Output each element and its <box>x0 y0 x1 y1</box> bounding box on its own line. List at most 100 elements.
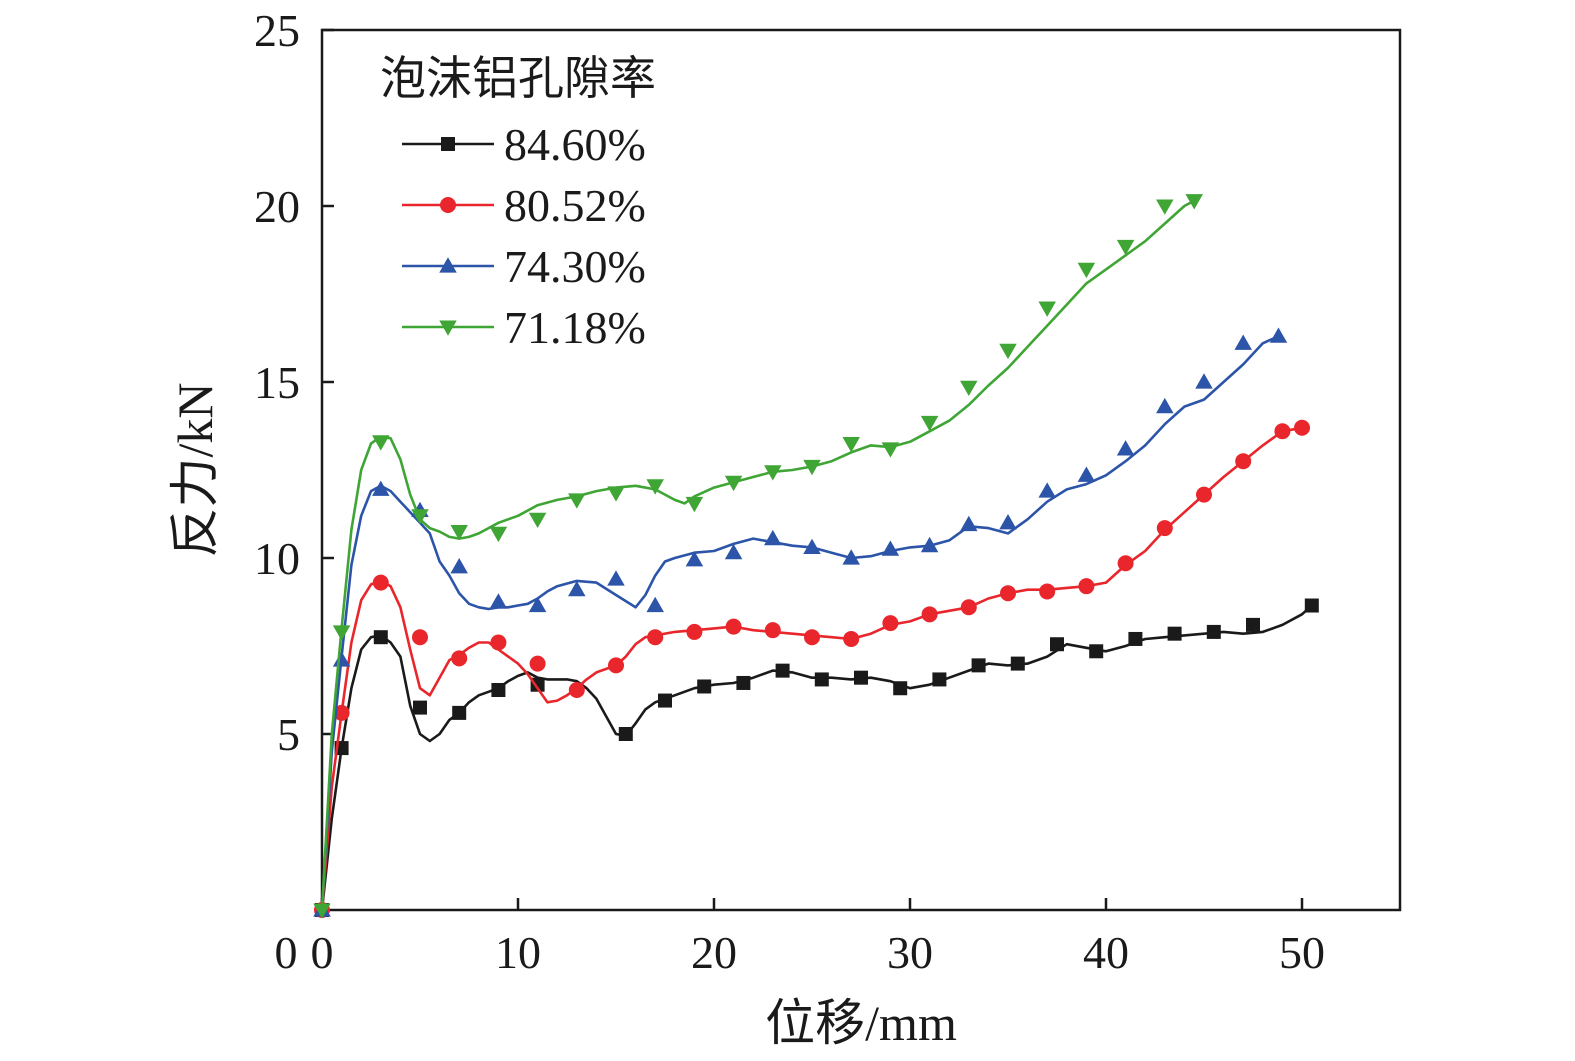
circle-marker <box>960 599 977 616</box>
triangle-up-marker <box>920 536 939 553</box>
triangle-down-marker <box>724 475 743 492</box>
y-tick-label: 20 <box>254 181 300 232</box>
circle-marker <box>764 622 781 639</box>
legend: 泡沫铝孔隙率 84.60% 80.52% 74.30% 71.18% <box>380 53 656 353</box>
triangle-down-marker <box>1185 194 1203 210</box>
triangle-down-marker <box>842 437 860 453</box>
series-line <box>320 604 1313 911</box>
triangle-down-marker <box>920 415 939 432</box>
square-marker <box>971 658 986 673</box>
circle-marker <box>686 623 703 640</box>
y-axis-title: 反力/kN <box>167 383 223 558</box>
series-3 <box>313 194 1203 919</box>
circle-marker <box>882 615 899 632</box>
circle-marker <box>490 634 507 651</box>
triangle-up-marker <box>1269 327 1288 343</box>
circle-marker <box>647 629 664 646</box>
circle-marker <box>725 618 742 635</box>
square-marker <box>697 679 712 694</box>
triangle-down-marker <box>489 526 508 543</box>
series-1 <box>314 419 1310 918</box>
triangle-up-marker <box>842 549 860 565</box>
triangle-up-marker <box>1195 373 1213 389</box>
square-marker <box>736 675 751 690</box>
triangle-down-marker <box>999 343 1017 360</box>
triangle-up-marker <box>607 570 625 586</box>
triangle-down-marker <box>1116 239 1135 256</box>
plot-frame <box>320 28 1402 912</box>
triangle-down-marker <box>372 435 390 451</box>
y-tick-label: 25 <box>254 5 300 56</box>
series-2 <box>313 327 1288 917</box>
axis-ticks <box>320 28 1304 910</box>
circle-marker <box>440 197 456 213</box>
circle-marker <box>1235 453 1252 470</box>
triangle-up-marker <box>685 551 704 567</box>
triangle-up-marker <box>803 538 821 555</box>
triangle-down-marker <box>411 509 429 525</box>
square-marker <box>893 681 908 696</box>
triangle-up-marker <box>568 580 586 597</box>
x-tick-label: 40 <box>1083 927 1129 978</box>
triangle-up-marker <box>1038 482 1056 498</box>
triangle-down-marker <box>313 903 331 919</box>
circle-marker <box>804 629 820 646</box>
circle-marker <box>1000 585 1016 602</box>
square-marker <box>1089 644 1104 659</box>
triangle-up-marker <box>1116 440 1135 456</box>
square-marker <box>1304 598 1319 613</box>
triangle-down-marker <box>685 496 704 513</box>
circle-marker <box>529 655 546 672</box>
circle-marker <box>1117 555 1134 572</box>
legend-label: 80.52% <box>504 180 646 231</box>
circle-marker <box>608 657 624 674</box>
triangle-up-marker <box>646 596 664 613</box>
triangle-down-marker <box>528 512 547 529</box>
square-marker <box>775 663 790 678</box>
triangle-up-marker <box>1234 334 1252 350</box>
legend-item: 71.18% <box>402 302 646 353</box>
triangle-up-marker <box>960 515 978 532</box>
circle-marker <box>568 682 585 698</box>
square-marker <box>1050 637 1064 652</box>
triangle-up-marker <box>764 529 782 546</box>
circle-marker <box>1039 583 1056 600</box>
triangle-down-marker <box>1038 301 1056 317</box>
circle-marker <box>1274 423 1291 440</box>
square-marker <box>452 705 467 720</box>
triangle-down-marker <box>332 625 351 641</box>
legend-title: 泡沫铝孔隙率 <box>380 53 656 104</box>
square-marker <box>814 672 829 687</box>
triangle-up-marker <box>450 558 468 574</box>
y-tick-label: 15 <box>254 357 300 408</box>
square-marker <box>1167 626 1182 641</box>
triangle-down-marker <box>1156 199 1174 215</box>
triangle-up-marker <box>999 514 1017 530</box>
square-marker <box>413 700 427 715</box>
circle-marker <box>1196 486 1212 503</box>
x-tick-label: 0 <box>311 927 334 978</box>
x-axis-title: 位移/mm <box>765 995 957 1051</box>
square-marker <box>373 630 388 645</box>
series-0 <box>315 598 1319 917</box>
y-tick-label: 5 <box>277 709 300 760</box>
legend-item: 80.52% <box>402 180 646 231</box>
square-marker <box>1010 656 1025 671</box>
triangle-down-marker <box>450 525 468 541</box>
x-tick-label: 10 <box>495 927 541 978</box>
legend-label: 71.18% <box>504 302 646 353</box>
circle-marker <box>1078 578 1095 595</box>
square-marker <box>854 670 868 685</box>
axis-tick-labels: 0 10 20 30 40 50 5 10 15 20 25 0 <box>254 5 1325 978</box>
triangle-up-marker <box>332 651 351 667</box>
circle-marker <box>451 650 468 667</box>
square-marker <box>441 137 455 151</box>
square-marker <box>1246 617 1260 632</box>
x-tick-label: 50 <box>1279 927 1325 978</box>
triangle-up-marker <box>528 596 547 613</box>
triangle-down-marker <box>803 459 821 476</box>
square-marker <box>1128 631 1143 646</box>
legend-item: 84.60% <box>402 119 646 170</box>
square-marker <box>658 693 672 708</box>
